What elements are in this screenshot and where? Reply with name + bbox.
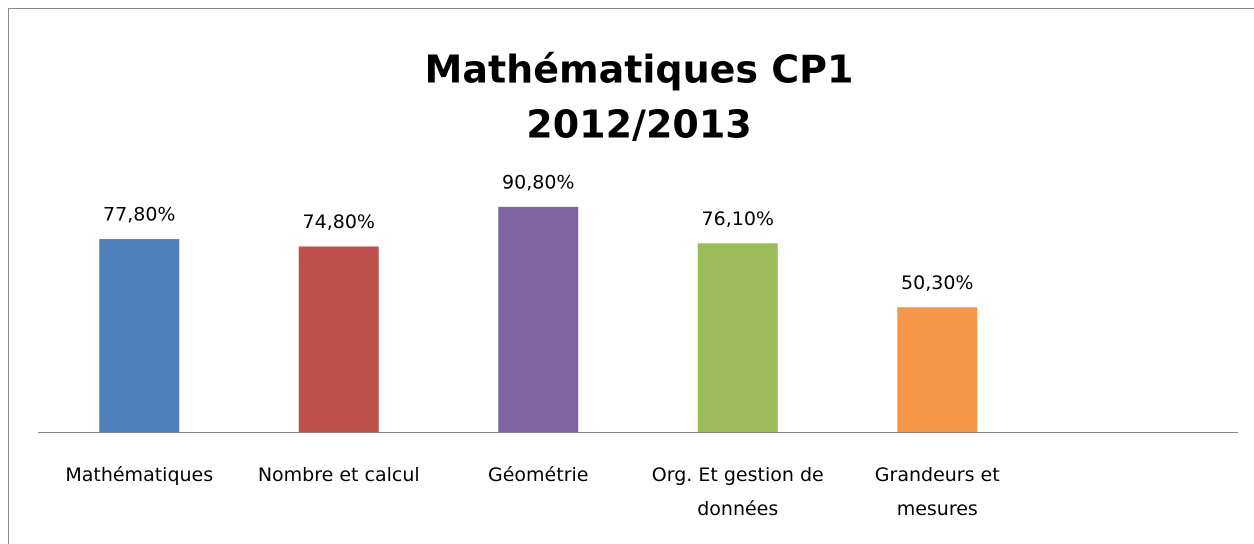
x-tick-label: Grandeurs et mesures [874,464,1000,520]
x-tick-label: Org. Et gestion de données [651,464,824,520]
x-tick-label: Géométrie [488,464,589,486]
x-tick-label: Mathématiques [65,464,214,486]
bar [897,307,978,432]
bar [298,246,379,432]
data-label: 50,30% [901,272,973,294]
chart-title: 2012/2013 [526,103,751,147]
data-label: 90,80% [502,171,574,193]
data-label: 77,80% [103,204,175,226]
data-label: 74,80% [303,211,375,233]
x-tick-label: Nombre et calcul [257,464,420,486]
bar [99,239,180,432]
chart-frame [8,8,1254,544]
bar [498,206,579,432]
bar [697,243,778,432]
chart-title: Mathématiques CP1 [425,48,854,92]
data-label: 76,10% [702,208,774,230]
